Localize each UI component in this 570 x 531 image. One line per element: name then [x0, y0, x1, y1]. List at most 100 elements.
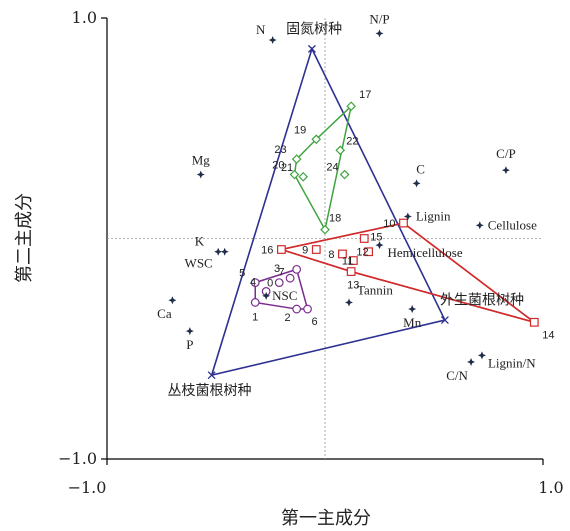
variable-marker: [262, 291, 271, 300]
group-label: 固氮树种: [286, 21, 342, 37]
site-label: 4: [250, 276, 256, 288]
variable-marker: [477, 351, 486, 360]
site-label: 15: [370, 232, 382, 244]
site-label: 11: [342, 256, 353, 268]
site-label: 12: [356, 247, 368, 259]
site-hull: [254, 268, 309, 310]
variable-label: P: [186, 337, 193, 352]
variable-layer: N N/P Mg C/P C Lignin Cellulose K WSC Hemicellulo…: [157, 11, 537, 383]
site-marker: [320, 224, 330, 235]
site-marker: [274, 278, 284, 288]
site-label: 10: [383, 218, 395, 230]
site-marker: [359, 234, 369, 243]
site-marker: [529, 317, 539, 327]
variable-label: WSC: [185, 256, 213, 271]
site-label: 9: [302, 245, 308, 257]
site-label: 21: [281, 162, 293, 174]
variable-label: C/N: [446, 368, 468, 383]
variable-label: Ca: [157, 306, 172, 321]
site-marker: [292, 304, 302, 314]
site-marker: [250, 298, 260, 307]
y-tick-label: −1.0: [58, 449, 97, 468]
site-marker: [338, 249, 347, 259]
site-marker: [339, 169, 350, 180]
hull-vertex-marker: [207, 371, 216, 380]
variable-label: N/P: [369, 11, 389, 26]
variable-marker: [168, 296, 177, 305]
site-hull: [293, 103, 353, 232]
site-marker: [289, 169, 300, 180]
y-tick-label: 1.0: [72, 8, 97, 27]
site-label: 13: [347, 280, 359, 292]
site-label: 22: [346, 135, 358, 147]
site-label: 5: [239, 268, 245, 280]
variable-label: NSC: [272, 288, 297, 303]
variable-marker: [185, 327, 194, 336]
variable-label: C/P: [496, 146, 516, 161]
group-label: 外生菌根树种: [440, 293, 524, 309]
variable-label: N: [256, 22, 266, 37]
variable-marker: [408, 305, 417, 314]
site-label: 1: [252, 311, 258, 323]
site-marker: [348, 256, 358, 265]
variable-marker: [501, 166, 510, 175]
y-axis-title: 第二主成分: [14, 193, 35, 283]
site-label: 14: [542, 329, 554, 341]
variable-label: Hemicellulose: [388, 245, 463, 260]
variable-label: Lignin: [416, 208, 451, 223]
variable-marker: [220, 247, 229, 256]
site-marker: [277, 245, 286, 254]
x-tick-label: −1.0: [68, 478, 107, 497]
variable-label: Lignin/N: [488, 355, 536, 370]
variable-marker: [214, 247, 223, 256]
group-label: 丛枝菌根树种: [167, 383, 251, 399]
site-marker: [303, 304, 312, 314]
site-marker: [292, 264, 302, 274]
variable-marker: [268, 36, 277, 45]
site-marker: [346, 101, 357, 112]
site-marker: [399, 218, 408, 228]
x-axis-title: 第一主成分: [281, 508, 371, 529]
site-marker: [298, 171, 309, 182]
site-label: 0: [267, 278, 273, 290]
site-label: 16: [261, 245, 273, 257]
variable-marker: [403, 212, 412, 221]
site-label: 20: [272, 160, 284, 172]
site-label: 7: [279, 266, 285, 278]
hull-vertex-marker: [440, 316, 449, 325]
hull-vertex-marker: [307, 44, 316, 53]
site-marker: [346, 267, 356, 276]
hull-layer: [207, 44, 539, 380]
site-label: 18: [329, 213, 341, 225]
variable-marker: [412, 179, 421, 188]
variable-marker: [475, 221, 484, 230]
site-label: 17: [359, 89, 371, 101]
site-marker: [364, 247, 373, 257]
variable-marker: [467, 357, 476, 366]
site-label: 8: [328, 249, 334, 261]
variable-label: Tannin: [357, 282, 393, 297]
site-marker: [285, 273, 295, 283]
site-marker: [335, 145, 346, 156]
variable-label: K: [195, 234, 205, 249]
variable-marker: [375, 241, 384, 250]
site-label: 24: [326, 162, 338, 174]
site-marker: [311, 134, 322, 145]
site-label: 3: [274, 263, 280, 275]
x-tick-label: 1.0: [538, 478, 563, 497]
variable-marker: [375, 29, 384, 38]
site-marker: [311, 245, 321, 254]
variable-label: Mg: [192, 153, 211, 168]
variable-marker: [196, 170, 205, 179]
site-label: 2: [285, 312, 291, 324]
variable-marker: [344, 298, 353, 307]
site-marker: [291, 154, 302, 164]
variable-label: C: [416, 161, 425, 176]
site-label: 6: [312, 316, 318, 328]
axes-frame: −1.0 1.0 1.0 −1.0: [58, 8, 564, 497]
site-label: 19: [294, 124, 306, 136]
variable-label: Mn: [403, 315, 422, 330]
